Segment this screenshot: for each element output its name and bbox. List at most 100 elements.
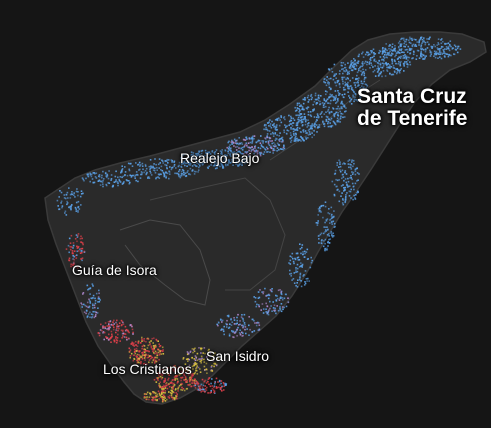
population-dot bbox=[242, 326, 244, 329]
population-dot bbox=[341, 102, 343, 104]
population-dot bbox=[221, 153, 223, 155]
population-dot bbox=[221, 328, 223, 330]
population-dot bbox=[277, 309, 280, 312]
population-dot bbox=[77, 191, 79, 193]
population-dot bbox=[337, 79, 340, 82]
population-dot bbox=[88, 288, 90, 290]
population-dot bbox=[207, 151, 209, 154]
population-dot bbox=[78, 208, 81, 210]
population-dot bbox=[204, 352, 206, 355]
population-dot bbox=[121, 324, 123, 326]
population-dot bbox=[294, 139, 297, 142]
population-dot bbox=[344, 199, 347, 201]
population-dot bbox=[274, 309, 277, 312]
population-dot bbox=[251, 146, 253, 148]
population-dot bbox=[106, 336, 108, 339]
population-dot bbox=[199, 385, 202, 387]
population-dot bbox=[151, 348, 154, 350]
population-dot bbox=[195, 383, 197, 385]
population-dot bbox=[290, 119, 293, 122]
population-dot bbox=[433, 55, 435, 57]
population-dot bbox=[296, 267, 299, 270]
population-dot bbox=[387, 53, 389, 56]
population-dot bbox=[342, 173, 344, 176]
population-dot bbox=[341, 202, 344, 204]
population-dot bbox=[288, 114, 290, 117]
population-dot bbox=[352, 94, 354, 97]
population-dot bbox=[372, 48, 375, 51]
population-dot bbox=[171, 390, 173, 392]
population-dot bbox=[152, 167, 155, 169]
population-dot bbox=[305, 136, 307, 139]
population-dot bbox=[157, 163, 160, 166]
population-dot bbox=[321, 116, 323, 118]
population-dot bbox=[213, 390, 216, 392]
population-dot bbox=[265, 124, 267, 126]
population-dot bbox=[174, 389, 177, 391]
population-dot bbox=[270, 305, 272, 307]
population-dot bbox=[144, 163, 147, 166]
population-dot bbox=[121, 332, 124, 335]
population-dot bbox=[358, 53, 360, 56]
population-dot bbox=[370, 50, 372, 52]
population-dot bbox=[390, 73, 393, 76]
population-dot bbox=[228, 333, 231, 335]
population-dot bbox=[360, 82, 363, 85]
population-dot bbox=[155, 177, 157, 180]
population-dot bbox=[118, 322, 121, 324]
population-dot bbox=[369, 53, 371, 56]
population-dot bbox=[246, 151, 249, 153]
population-dot bbox=[362, 94, 365, 96]
population-dot bbox=[76, 240, 78, 243]
population-dot bbox=[154, 350, 157, 353]
population-dot bbox=[351, 173, 354, 175]
population-dot bbox=[132, 342, 135, 344]
population-dot bbox=[217, 358, 220, 360]
population-dot bbox=[130, 162, 132, 165]
population-dot bbox=[433, 53, 436, 55]
population-dot bbox=[161, 388, 164, 391]
population-dot bbox=[181, 174, 183, 177]
population-dot bbox=[220, 386, 223, 389]
population-dot bbox=[165, 160, 168, 162]
population-dot bbox=[218, 158, 220, 161]
population-dot bbox=[357, 60, 359, 63]
population-dot bbox=[175, 395, 178, 398]
population-dot bbox=[159, 384, 161, 387]
population-dot bbox=[154, 359, 157, 362]
population-dot bbox=[199, 360, 201, 363]
population-dot bbox=[246, 138, 248, 140]
population-dot bbox=[350, 98, 353, 101]
population-dot bbox=[351, 64, 353, 67]
population-dot bbox=[348, 166, 350, 169]
population-dot bbox=[138, 169, 140, 171]
population-dot bbox=[68, 259, 71, 262]
population-dot bbox=[319, 113, 322, 116]
population-dot bbox=[276, 134, 278, 136]
population-dot bbox=[72, 244, 75, 247]
population-dot bbox=[205, 152, 207, 154]
population-dot bbox=[379, 63, 382, 66]
population-dot bbox=[322, 245, 325, 248]
population-dot bbox=[139, 355, 141, 357]
population-dot bbox=[134, 175, 136, 178]
population-dot bbox=[219, 156, 222, 159]
population-dot bbox=[349, 177, 351, 179]
population-dot bbox=[177, 173, 180, 176]
population-dot bbox=[333, 210, 335, 212]
population-dot bbox=[184, 159, 187, 162]
population-dot bbox=[215, 149, 218, 151]
population-dot bbox=[199, 159, 201, 161]
population-dot bbox=[356, 74, 358, 77]
population-dot bbox=[370, 64, 373, 66]
population-dot bbox=[400, 48, 403, 50]
population-dot bbox=[122, 329, 124, 332]
population-dot bbox=[196, 365, 198, 367]
population-dot bbox=[342, 198, 344, 200]
population-dot bbox=[327, 81, 329, 83]
population-dot bbox=[393, 67, 396, 69]
population-dot bbox=[81, 177, 84, 179]
population-dot bbox=[181, 386, 183, 389]
population-dot bbox=[331, 234, 333, 237]
